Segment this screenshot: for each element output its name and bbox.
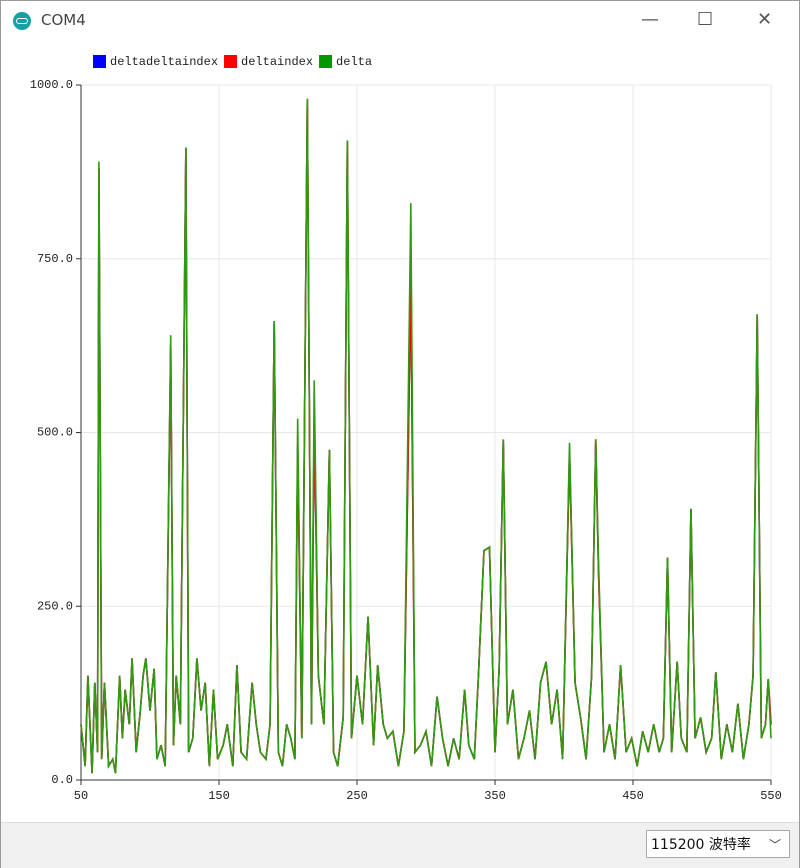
series-line xyxy=(80,98,772,774)
series-line xyxy=(80,98,772,774)
maximize-button[interactable]: ☐ xyxy=(697,9,714,30)
y-tick-label: 750.0 xyxy=(37,252,73,266)
x-tick-label: 50 xyxy=(74,789,88,803)
bottom-bar: 115200 波特率 ﹀ xyxy=(1,822,799,868)
app-icon xyxy=(13,12,31,30)
y-tick-label: 0.0 xyxy=(51,773,73,787)
legend-label: delta xyxy=(336,55,372,69)
x-tick-label: 550 xyxy=(760,789,782,803)
minimize-button[interactable]: — xyxy=(641,9,659,30)
legend-swatch xyxy=(93,55,106,68)
legend-swatch xyxy=(319,55,333,68)
legend-label: deltaindex xyxy=(241,55,313,69)
series-line xyxy=(80,98,772,774)
chart: 0.0 250.0 500.0 750.0 1000.0 50 150 250 350 450 55… xyxy=(30,55,782,803)
y-tick-label: 500.0 xyxy=(37,426,73,440)
dropdown-arrow: ﹀ xyxy=(768,838,781,852)
legend-swatch xyxy=(224,55,238,68)
x-tick-label: 150 xyxy=(208,789,230,803)
close-button[interactable]: ✕ xyxy=(757,9,773,30)
legend-label: deltadeltaindex xyxy=(110,55,218,69)
baud-dropdown[interactable]: 115200 波特率 ﹀ xyxy=(646,830,790,858)
y-tick-label: 250.0 xyxy=(37,599,73,613)
x-tick-label: 450 xyxy=(622,789,644,803)
x-tick-label: 350 xyxy=(484,789,506,803)
baud-rate: 115200 xyxy=(651,837,705,853)
baud-label: 波特率 xyxy=(708,837,751,853)
title-bar: COM4 — ☐ ✕ xyxy=(1,1,799,41)
x-tick-label: 250 xyxy=(346,789,368,803)
y-tick-label: 1000.0 xyxy=(30,78,73,92)
window-title: COM4 xyxy=(41,11,86,29)
